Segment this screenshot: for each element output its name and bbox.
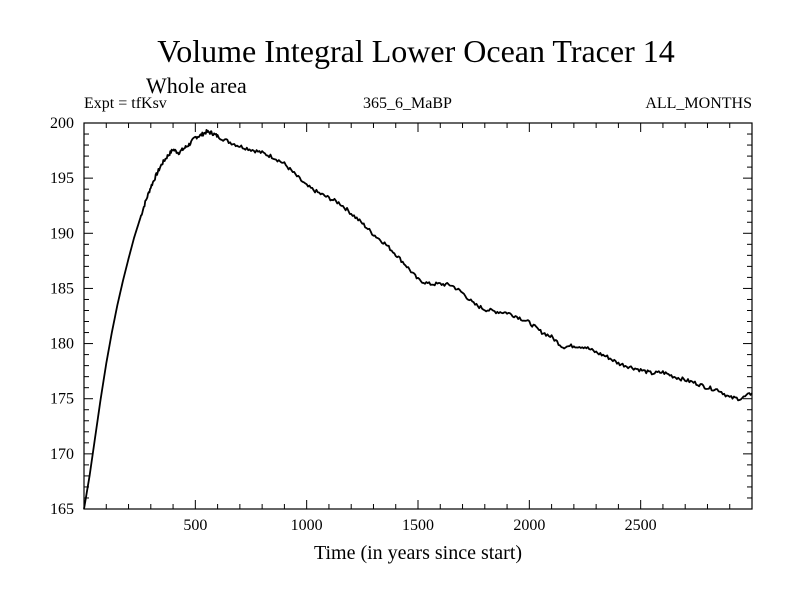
axis-ticks <box>84 123 752 509</box>
right-label: ALL_MONTHS <box>645 95 752 112</box>
expt-label: Expt = tfKsv <box>84 95 167 112</box>
x-tick-label: 500 <box>183 517 207 534</box>
x-tick-label: 2500 <box>625 517 657 534</box>
x-axis-label: Time (in years since start) <box>314 542 522 564</box>
y-tick-label: 200 <box>50 115 74 132</box>
y-tick-labels: 165 170 175 180 185 190 195 200 <box>50 115 74 518</box>
center-label: 365_6_MaBP <box>363 95 452 112</box>
chart-subtitle: Whole area <box>146 73 247 98</box>
y-tick-label: 190 <box>50 225 74 242</box>
x-tick-label: 1000 <box>291 517 323 534</box>
y-tick-label: 180 <box>50 336 74 353</box>
series-line <box>83 129 753 510</box>
x-tick-label: 2000 <box>513 517 545 534</box>
series-group <box>83 129 753 510</box>
y-tick-label: 195 <box>50 170 74 187</box>
plot-frame <box>83 122 753 510</box>
y-tick-label: 170 <box>50 446 74 463</box>
y-tick-label: 165 <box>50 501 74 518</box>
y-tick-label: 185 <box>50 280 74 297</box>
x-tick-label: 1500 <box>402 517 434 534</box>
chart-title: Volume Integral Lower Ocean Tracer 14 <box>157 33 674 69</box>
y-tick-label: 175 <box>50 391 74 408</box>
x-tick-labels: 500 1000 1500 2000 2500 <box>183 517 656 534</box>
